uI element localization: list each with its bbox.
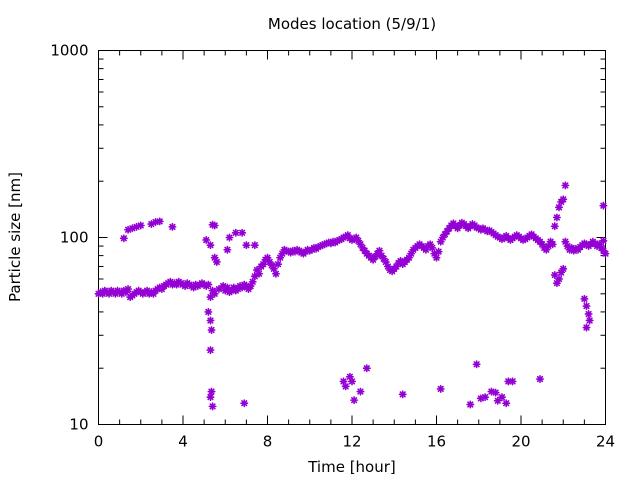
data-point [206, 241, 215, 250]
data-point [136, 221, 145, 230]
data-point [392, 262, 401, 271]
data-point [210, 221, 219, 230]
x-tick-label: 12 [342, 433, 361, 451]
data-point [124, 285, 133, 294]
data-point [206, 393, 215, 402]
data-point [599, 236, 608, 245]
data-point [555, 274, 564, 283]
data-point [231, 228, 240, 237]
data-point [223, 245, 232, 254]
data-point [550, 222, 559, 231]
data-point [350, 396, 359, 405]
data-point [214, 285, 223, 294]
data-point [580, 294, 589, 303]
data-point [238, 228, 247, 237]
data-point [559, 195, 568, 204]
y-tick-label: 1000 [50, 42, 88, 60]
data-point [240, 399, 249, 408]
data-point [436, 384, 445, 393]
data-point [548, 240, 557, 249]
data-point [508, 377, 517, 386]
data-point [472, 360, 481, 369]
data-point [561, 181, 570, 190]
data-point [491, 388, 500, 397]
data-point [202, 235, 211, 244]
y-axis-label: Particle size [nm] [6, 172, 24, 302]
data-point [206, 316, 215, 325]
data-point [559, 264, 568, 273]
data-point [271, 269, 280, 278]
data-point [207, 387, 216, 396]
data-point [168, 222, 177, 231]
data-point [432, 253, 441, 262]
data-point [466, 400, 475, 409]
data-point [582, 302, 591, 311]
data-point [225, 233, 234, 242]
data-point [601, 249, 610, 258]
data-point [599, 201, 608, 210]
data-point [212, 257, 221, 266]
data-point [208, 402, 217, 411]
data-point [204, 307, 213, 316]
data-point [206, 293, 215, 302]
data-point [497, 393, 506, 402]
chart-title: Modes location (5/9/1) [268, 15, 436, 33]
data-point [434, 247, 443, 256]
data-point [428, 243, 437, 252]
data-point [119, 234, 128, 243]
data-point [502, 399, 511, 408]
data-point [584, 309, 593, 318]
data-point [347, 377, 357, 386]
data-point [552, 213, 561, 222]
data-point [207, 326, 216, 335]
x-tick-label: 8 [263, 433, 273, 451]
x-tick-label: 16 [427, 433, 446, 451]
data-point [242, 241, 251, 250]
data-point [274, 260, 283, 269]
data-point [210, 289, 219, 298]
data-point [536, 375, 545, 384]
x-axis: 0 4 8 12 16 20 24 [94, 50, 615, 451]
x-tick-label: 0 [94, 433, 104, 451]
data-point [362, 364, 371, 373]
y-tick-label: 10 [69, 416, 88, 434]
data-point [398, 390, 407, 399]
data-point [204, 280, 213, 289]
data-point [341, 382, 350, 391]
data-point [248, 277, 257, 286]
data-point [481, 393, 490, 402]
data-point [585, 316, 594, 325]
data-point [155, 217, 164, 226]
data-points [94, 181, 610, 411]
x-tick-label: 20 [511, 433, 530, 451]
data-point [555, 203, 564, 212]
data-point [206, 346, 215, 355]
data-point [250, 241, 259, 250]
data-point [356, 387, 365, 396]
y-tick-label: 100 [60, 229, 89, 247]
y-axis: 10 100 1000 [50, 42, 606, 434]
x-tick-label: 24 [596, 433, 615, 451]
x-tick-label: 4 [178, 433, 188, 451]
x-axis-label: Time [hour] [307, 458, 396, 476]
data-point [255, 269, 264, 278]
data-point [582, 323, 591, 332]
